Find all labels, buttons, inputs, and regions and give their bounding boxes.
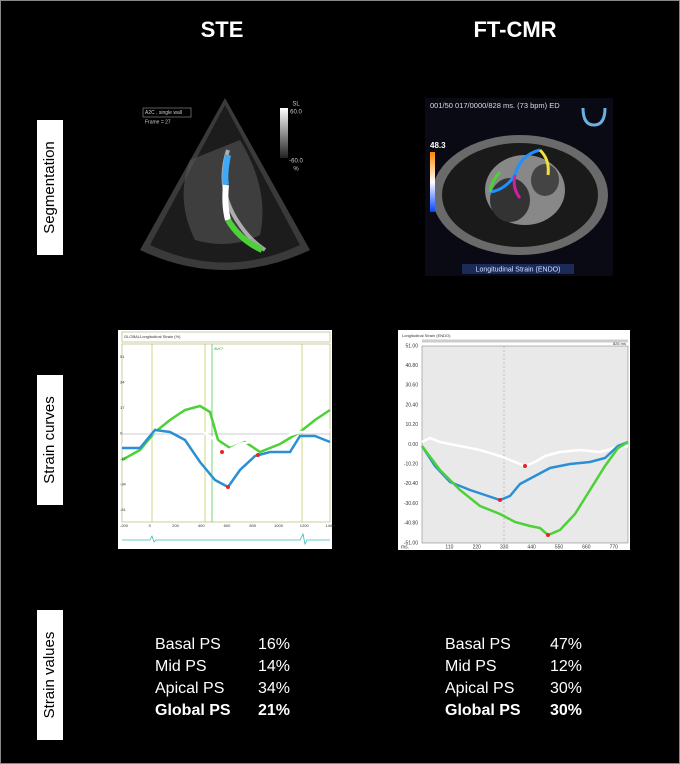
y-tick-label: -34 [120, 482, 127, 487]
cmr-info: 001/50 017/0000/828 ms. (73 bpm) ED [430, 101, 560, 110]
y-tick-label: -20.40 [404, 481, 418, 487]
strain-label: Basal PS [445, 636, 511, 653]
scale-unit: % [293, 167, 299, 173]
strain-label: Global PS [155, 702, 231, 719]
row-label-box [37, 120, 63, 255]
x-tick-label: 1400 [326, 523, 336, 528]
y-tick-label: 20.40 [405, 402, 418, 408]
strain-value: 30% [550, 702, 582, 719]
strain-label: Mid PS [155, 658, 207, 675]
y-tick-label: -51 [120, 507, 127, 512]
strain-value: 47% [550, 636, 582, 653]
ste-plot-title: Longitudinal Strain (%) [140, 334, 181, 339]
strain-value: 12% [550, 658, 582, 675]
x-tick-label: 800 [249, 523, 256, 528]
x-tick-label: 440 [527, 544, 536, 550]
x-tick-label: 770 [610, 544, 619, 550]
x-tick-label: 220 [473, 544, 482, 550]
y-tick-label: 51 [120, 354, 125, 359]
x-tick-label: -200 [120, 523, 129, 528]
y-tick-label: 30.60 [405, 383, 418, 389]
x-tick-label: ms. [401, 544, 409, 550]
y-tick-label: 0 [120, 431, 123, 436]
scale-top: 60.0 [290, 110, 302, 116]
x-tick-label: 400 [198, 523, 205, 528]
x-tick-label: 1200 [300, 523, 310, 528]
cmr-image [425, 98, 613, 276]
strain-label: Apical PS [445, 680, 514, 697]
x-tick-label: 200 [172, 523, 179, 528]
strain-value: 16% [258, 636, 290, 653]
x-tick-label: 660 [582, 544, 591, 550]
cmr-plot-title: Longitudinal Strain (ENDO) [402, 333, 451, 338]
cmr-plot [398, 330, 630, 550]
ste-plot [118, 330, 332, 549]
cmr-caption: Longitudinal Strain (ENDO) [476, 266, 561, 273]
ste-image [140, 98, 310, 270]
scale-label: SL [292, 102, 300, 108]
y-tick-label: 51.00 [405, 343, 418, 349]
x-tick-label: 600 [224, 523, 231, 528]
row-label: Strain values [41, 632, 58, 719]
strain-label: Basal PS [155, 636, 221, 653]
y-tick-label: -40.80 [404, 521, 418, 527]
cmr-plot-duration: 826 ms [613, 341, 626, 346]
ste-plot-tag: GLOBAL [124, 334, 141, 339]
column-header: STE [201, 17, 244, 42]
y-tick-label: 17 [120, 405, 125, 410]
strain-value: 34% [258, 680, 290, 697]
y-tick-label: -30.60 [404, 501, 418, 507]
row-label-box [37, 375, 63, 505]
y-tick-label: -17 [120, 456, 127, 461]
x-tick-label: 550 [555, 544, 564, 550]
row-label: Segmentation [41, 141, 58, 234]
row-label-box [37, 610, 63, 740]
y-tick-label: 10.20 [405, 422, 418, 428]
scale-bottom: -60.0 [289, 159, 303, 165]
y-tick-label: 0.00 [408, 442, 418, 448]
y-tick-label: -10.20 [404, 462, 418, 468]
strain-label: Apical PS [155, 680, 224, 697]
y-tick-label: 40.80 [405, 363, 418, 369]
column-header: FT-CMR [473, 17, 556, 42]
x-tick-label: 110 [445, 544, 453, 550]
strain-label: Global PS [445, 702, 521, 719]
strain-value: 21% [258, 702, 290, 719]
x-tick-label: 330 [500, 544, 509, 550]
strain-value: 14% [258, 658, 290, 675]
frame-label: Frame = 27 [145, 119, 171, 125]
strain-label: Mid PS [445, 658, 497, 675]
x-tick-label: 0 [149, 523, 152, 528]
cmr-scale-top: 48.3 [430, 141, 446, 150]
avc-marker: AVC* [214, 346, 224, 351]
y-tick-label: 34 [120, 380, 125, 385]
x-tick-label: 1000 [274, 523, 284, 528]
row-label: Strain curves [41, 396, 58, 484]
view-label: A2C , single wall [145, 110, 182, 116]
y-tick-label: -51.00 [404, 540, 418, 546]
strain-value: 30% [550, 680, 582, 697]
